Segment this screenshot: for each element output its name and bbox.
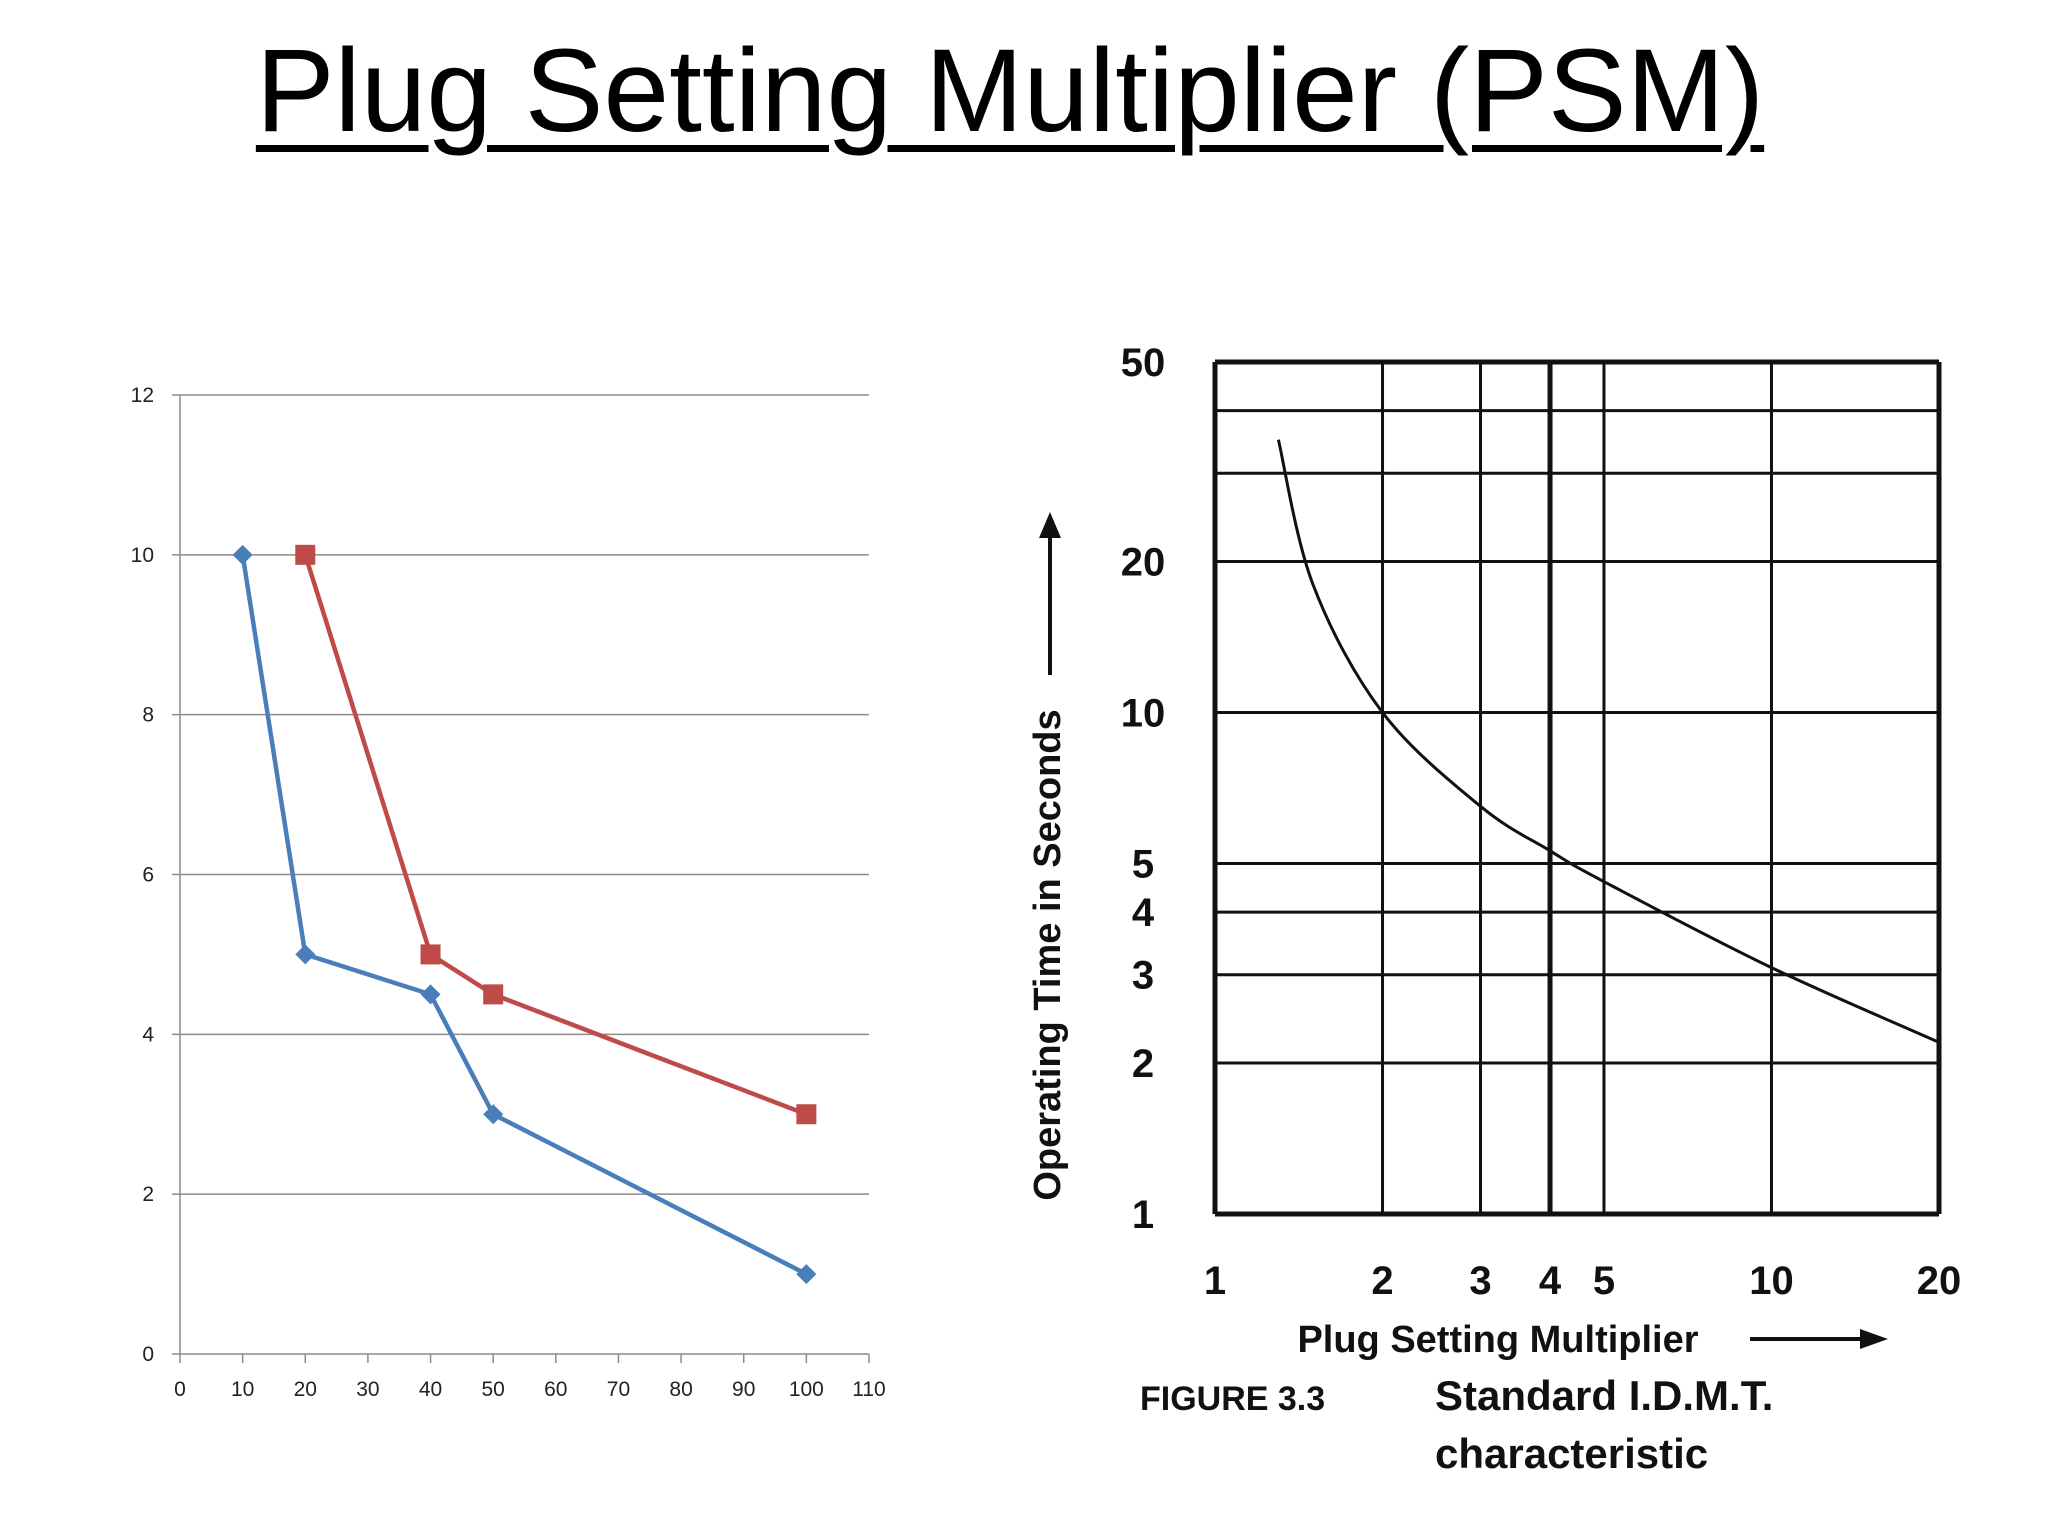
idmt-y-axis-label: Operating Time in Seconds [1027,709,1069,1200]
left-chart-gridlines [180,394,869,1195]
left-series-1-point [483,1104,504,1125]
idmt-x-tick-label: 3 [1469,1259,1491,1303]
idmt-curve-line [1276,439,1940,1044]
left-x-tick-label: 70 [607,1378,630,1401]
idmt-y-axis-arrow-head [1039,512,1061,538]
idmt-y-tick-label: 1 [1132,1193,1154,1237]
left-x-tick-label: 40 [419,1378,442,1401]
left-y-tick-label: 4 [142,1023,154,1046]
idmt-x-tick-label: 20 [1917,1259,1962,1303]
left-x-tick-label: 20 [294,1378,317,1401]
figure-number: FIGURE 3.3 [1140,1380,1325,1418]
idmt-chart-curve [1276,439,1940,1044]
left-line-chart: 0 2 4 6 8 10 12 0 10 20 30 40 50 60 70 80 90 100 110 [131,384,886,1401]
left-y-tick-label: 2 [142,1183,154,1206]
left-y-tick-label: 0 [142,1343,154,1366]
left-x-tick-label: 10 [231,1378,254,1401]
idmt-y-tick-label: 20 [1121,541,1166,585]
left-series-1-point [796,1264,817,1285]
slide-title: Plug Setting Multiplier (PSM) [255,25,1765,157]
left-series-1-point [420,984,441,1005]
left-series-2-point [295,544,316,565]
left-y-tick-label: 10 [131,544,154,567]
left-chart-axes [172,394,870,1363]
left-y-tick-label: 12 [131,384,154,407]
left-chart-tick-labels: 0 2 4 6 8 10 12 0 10 20 30 40 50 60 70 80 90 100 110 [131,384,886,1401]
idmt-x-tick-label: 2 [1371,1259,1393,1303]
left-series-2-point [796,1104,817,1125]
idmt-y-tick-label: 10 [1121,692,1166,736]
idmt-x-axis-label: Plug Setting Multiplier [1297,1319,1698,1361]
left-x-tick-label: 90 [732,1378,755,1401]
figure-caption-line1: Standard I.D.M.T. [1435,1372,1773,1419]
left-y-tick-label: 8 [142,704,154,727]
idmt-chart-gridlines [1212,359,1942,1217]
figure-caption-line2: characteristic [1435,1430,1708,1477]
idmt-x-axis-arrow-head [1860,1329,1888,1349]
left-series-2-point [483,984,504,1005]
left-x-tick-label: 110 [852,1378,885,1401]
idmt-x-tick-label: 1 [1204,1259,1226,1303]
left-x-tick-label: 50 [482,1378,505,1401]
left-y-tick-label: 6 [142,864,154,887]
idmt-y-tick-label: 4 [1132,891,1155,935]
idmt-y-tick-label: 5 [1132,842,1154,886]
idmt-y-tick-label: 3 [1132,954,1154,998]
idmt-y-tick-label: 2 [1132,1042,1154,1086]
left-series-1-point [232,544,253,565]
left-x-tick-label: 60 [544,1378,567,1401]
idmt-x-tick-label: 10 [1749,1259,1794,1303]
left-series-1-line [240,554,808,1277]
left-chart-series [232,544,817,1285]
idmt-x-tick-label: 4 [1539,1259,1562,1303]
left-series-1-point [295,944,316,965]
left-x-tick-label: 30 [356,1378,379,1401]
left-series-2-point [420,944,441,965]
idmt-x-tick-label: 5 [1593,1259,1615,1303]
left-x-tick-label: 0 [174,1378,186,1401]
left-x-tick-label: 100 [789,1378,824,1401]
left-series-2-line [303,554,808,1117]
left-x-tick-label: 80 [669,1378,692,1401]
idmt-y-tick-label: 50 [1121,341,1166,385]
